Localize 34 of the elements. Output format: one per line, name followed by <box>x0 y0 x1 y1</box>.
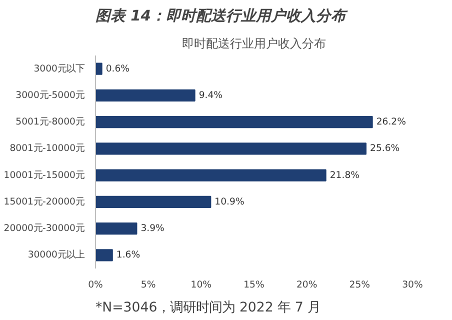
y-tick-label: 3000元以下 <box>34 63 85 74</box>
bar <box>96 222 138 235</box>
x-tick-label: 20% <box>296 280 318 290</box>
data-label: 1.6% <box>116 250 140 261</box>
y-tick-label: 20000元-30000元 <box>4 223 85 234</box>
y-tick-label: 30000元以上 <box>28 250 85 261</box>
data-label: 9.4% <box>198 90 223 101</box>
text: *N=3046，调研时间为 2022 年 7 月 <box>96 300 321 316</box>
bar <box>96 62 102 75</box>
y-tick-label: 15001元-20000元 <box>4 196 85 208</box>
x-tick-label: 5% <box>140 280 156 290</box>
x-tick-label: 0% <box>88 280 104 290</box>
y-tick-label: 10001元-15000元 <box>4 170 85 181</box>
bar <box>96 89 196 102</box>
bar <box>96 116 373 128</box>
y-tick-label: 5001元-8000元 <box>16 116 85 128</box>
bar <box>96 249 113 262</box>
data-label: 25.6% <box>370 143 400 154</box>
data-label: 0.6% <box>106 63 130 74</box>
chart-title: 图表 14：即时配送行业用户收入分布 <box>96 8 348 24</box>
data-label: 26.2% <box>376 116 406 128</box>
bar <box>96 196 212 208</box>
bar <box>96 142 367 155</box>
data-label: 10.9% <box>214 196 244 208</box>
x-tick-label: 25% <box>349 280 370 290</box>
x-tick-label: 15% <box>244 280 265 290</box>
y-tick-label: 8001元-10000元 <box>10 143 84 154</box>
data-label: 3.9% <box>140 223 165 234</box>
x-tick-label: 30% <box>402 280 424 290</box>
x-tick-label: 10% <box>190 280 212 290</box>
bar <box>96 169 326 182</box>
y-tick-label: 3000元-5000元 <box>16 90 85 101</box>
data-label: 21.8% <box>330 170 360 181</box>
chart-subtitle: 即时配送行业用户收入分布 <box>182 36 326 50</box>
